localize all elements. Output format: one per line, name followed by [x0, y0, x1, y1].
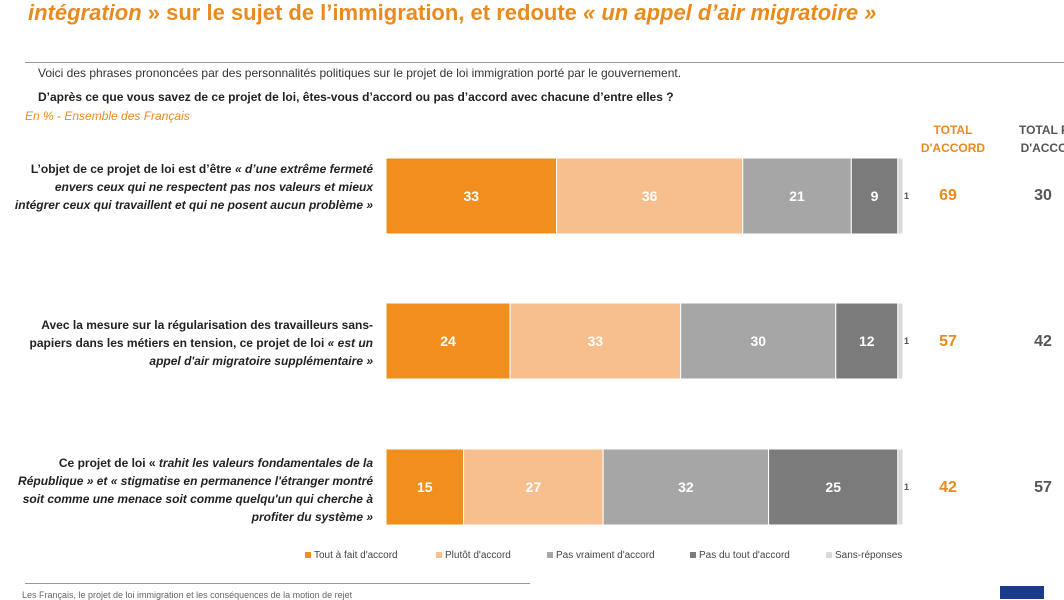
- footer-divider: [25, 583, 530, 584]
- bar-segment-r3-s3: [602, 448, 770, 526]
- bar-segment-r2-s3: [680, 302, 837, 380]
- total-accord-3: 42: [939, 479, 957, 496]
- total-pas-accord-1: 30: [1034, 187, 1052, 204]
- statement-3-quote: trahit les valeurs fondamentales de la R…: [18, 456, 373, 524]
- total-pas-accord-3: 57: [1034, 479, 1052, 496]
- bar-segment-r3-s5: [897, 448, 904, 526]
- base-text: En % - Ensemble des Français: [25, 109, 190, 123]
- bar-label-r2-s1: 24: [440, 333, 456, 349]
- legend-item-2: Plutôt d'accord: [436, 550, 511, 561]
- top-divider: [25, 62, 1064, 63]
- bar-label-r2-s4: 12: [859, 333, 875, 349]
- legend-swatch-3: [547, 552, 553, 559]
- bar-label-r2-s2: 33: [588, 333, 604, 349]
- bar-segment-r3-s2: [463, 448, 604, 526]
- bar-segment-r3-s1: [385, 448, 465, 526]
- legend-swatch-5: [826, 552, 832, 559]
- statement-3-plain: Ce projet de loi «: [58, 456, 159, 470]
- total-pas-accord-2: 42: [1034, 333, 1052, 350]
- bar-label-r2-s3: 30: [750, 333, 766, 349]
- bar-label-r1-s4: 9: [871, 188, 879, 204]
- bar-label-r1-s2: 36: [642, 188, 658, 204]
- bar-label-r1-s1: 33: [464, 188, 480, 204]
- bar-segment-r3-s4: [768, 448, 899, 526]
- statement-label-1: L’objet de ce projet de loi est d’être «…: [10, 160, 373, 214]
- intro-text: Voici des phrases prononcées par des per…: [38, 66, 682, 80]
- statement-2-plain: Avec la mesure sur la régularisation des…: [29, 318, 373, 350]
- question-text: D’après ce que vous savez de ce projet d…: [38, 90, 674, 104]
- legend-item-5: Sans-réponses: [826, 550, 902, 561]
- bar-label-r3-s3: 32: [678, 479, 694, 495]
- title-part-1: intégration: [28, 0, 142, 25]
- bar-segment-r1-s3: [742, 157, 852, 235]
- title-part-2: » sur le sujet de l’immigration, et redo…: [141, 0, 583, 25]
- bar-label-r1-s3: 21: [789, 188, 805, 204]
- bar-label-r2-s5: 1: [904, 336, 909, 346]
- column-header-total-accord: TOTAL D'ACCORD: [920, 123, 986, 155]
- bar-label-r3-s4: 25: [825, 479, 841, 495]
- legend-swatch-1: [305, 552, 311, 559]
- bar-segment-r1-s1: [385, 157, 558, 235]
- bar-label-r3-s5: 1: [904, 482, 909, 492]
- legend-item-1: Tout à fait d'accord: [305, 550, 398, 561]
- statement-2-quote: « est un appel d'air migratoire suppléme…: [149, 336, 373, 368]
- brand-logo: [1000, 586, 1044, 599]
- bar-segment-r2-s1: [385, 302, 511, 380]
- title-part-3: « un appel d’air migratoire »: [583, 0, 877, 25]
- legend-item-4: Pas du tout d'accord: [690, 550, 790, 561]
- page-title: intégration » sur le sujet de l’immigrat…: [28, 0, 876, 26]
- bar-segment-r1-s2: [556, 157, 744, 235]
- column-header-total-pas-accord: TOTAL P D'ACCO: [1018, 123, 1064, 155]
- footer-text: Les Français, le projet de loi immigrati…: [22, 590, 353, 600]
- legend-item-3: Pas vraiment d'accord: [547, 550, 655, 561]
- total-accord-2: 57: [939, 333, 957, 350]
- bar-label-r3-s2: 27: [526, 479, 542, 495]
- bar-segment-r1-s5: [897, 157, 904, 235]
- bar-segment-r1-s4: [850, 157, 899, 235]
- statement-1-plain: L’objet de ce projet de loi est d’être: [30, 162, 235, 176]
- bar-label-r3-s1: 15: [417, 479, 433, 495]
- statement-label-3: Ce projet de loi « trahit les valeurs fo…: [10, 454, 373, 526]
- statement-label-2: Avec la mesure sur la régularisation des…: [10, 316, 373, 370]
- legend-swatch-4: [690, 552, 696, 559]
- legend-swatch-2: [436, 552, 442, 559]
- bar-segment-r2-s5: [897, 302, 904, 380]
- bar-label-r1-s5: 1: [904, 191, 909, 201]
- statement-1-quote: « d’une extrême fermeté envers ceux qui …: [14, 162, 373, 212]
- total-accord-1: 69: [939, 187, 957, 204]
